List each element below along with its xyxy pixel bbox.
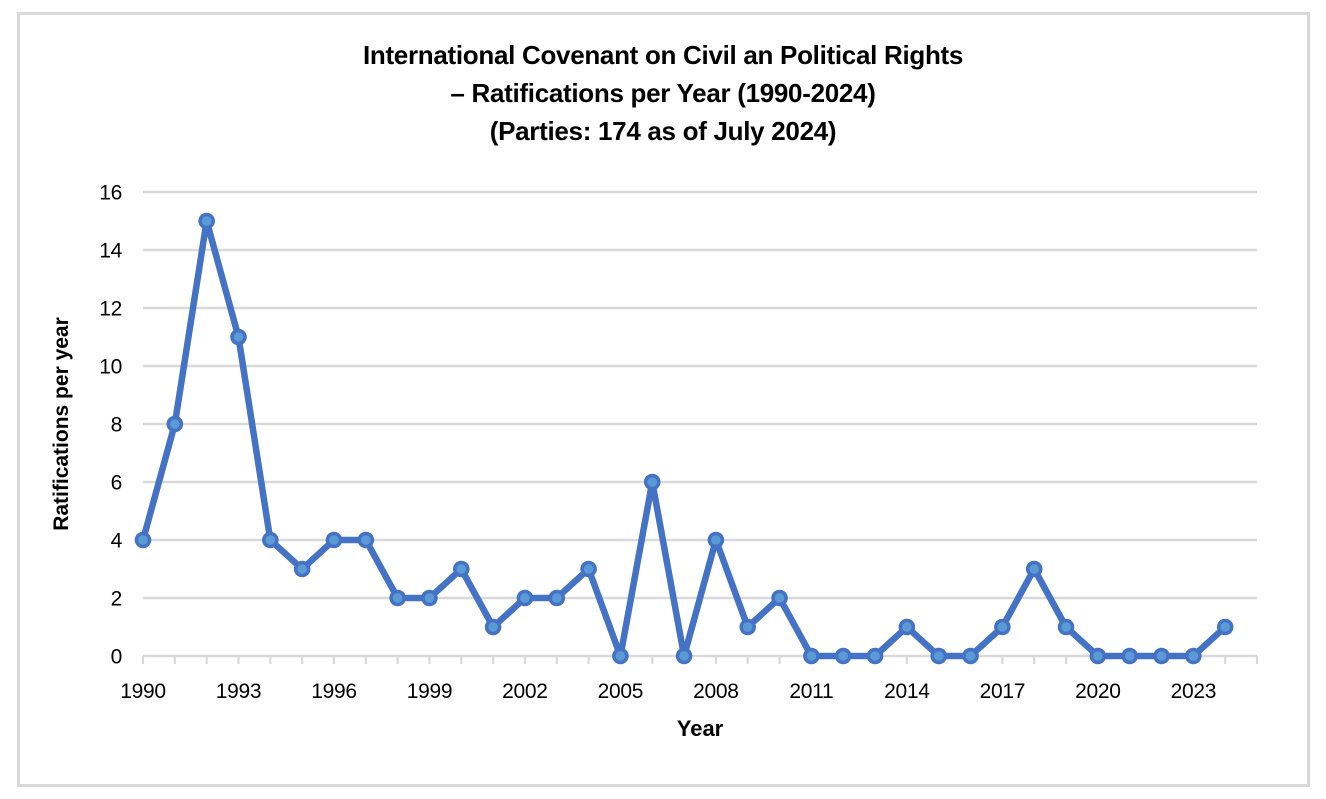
- y-tick-label: 6: [111, 472, 122, 495]
- data-point: [329, 535, 339, 545]
- data-point: [1061, 622, 1071, 632]
- data-point: [806, 651, 817, 661]
- data-point: [1124, 651, 1135, 661]
- data-point: [774, 593, 785, 603]
- data-point: [392, 593, 403, 603]
- data-point: [902, 622, 912, 632]
- data-point: [711, 535, 721, 545]
- data-point: [583, 564, 594, 574]
- data-point: [233, 332, 244, 342]
- x-tick-label: 1990: [120, 680, 166, 703]
- data-point: [647, 477, 658, 487]
- x-tick-label: 2011: [789, 680, 833, 703]
- data-point: [201, 216, 212, 226]
- chart-title-line2: – Ratifications per Year (1990-2024): [450, 78, 876, 108]
- data-point: [265, 535, 276, 545]
- data-point: [488, 622, 498, 632]
- y-tick-label: 8: [111, 414, 122, 437]
- data-point: [615, 651, 626, 661]
- x-tick-label: 2017: [980, 680, 1026, 703]
- y-tick-label: 10: [99, 356, 122, 379]
- y-tick-label: 4: [111, 530, 123, 553]
- x-tick-label: 2008: [693, 680, 739, 703]
- data-point: [679, 651, 689, 661]
- y-tick-label: 14: [99, 240, 122, 263]
- data-point: [138, 535, 148, 545]
- data-point: [965, 651, 976, 661]
- data-point: [551, 593, 562, 603]
- chart-title: International Covenant on Civil an Polit…: [0, 36, 1326, 150]
- data-point: [742, 622, 753, 632]
- data-point: [838, 651, 849, 661]
- data-point: [1093, 651, 1103, 661]
- y-axis-title: Ratifications per year: [50, 317, 73, 531]
- y-tick-label: 16: [99, 182, 122, 205]
- data-point: [297, 564, 307, 574]
- data-point: [997, 622, 1008, 632]
- x-tick-label: 2020: [1075, 680, 1121, 703]
- data-line: [139, 217, 1229, 660]
- data-point: [1220, 622, 1230, 632]
- x-tick-label: 2005: [598, 680, 644, 703]
- y-tick-label: 12: [99, 298, 122, 321]
- data-point: [1156, 651, 1167, 661]
- data-point: [170, 419, 180, 429]
- data-point: [933, 651, 944, 661]
- data-point: [361, 535, 371, 545]
- x-tick-label: 1999: [407, 680, 453, 703]
- data-point: [1188, 651, 1199, 661]
- data-point: [520, 593, 530, 603]
- y-tick-label: 2: [111, 588, 122, 611]
- chart-title-line3: (Parties: 174 as of July 2024): [489, 116, 837, 146]
- x-tick-label: 1993: [216, 680, 262, 703]
- data-point: [456, 564, 467, 574]
- chart-title-line1: International Covenant on Civil an Polit…: [362, 40, 964, 70]
- x-tick-label: 1996: [311, 680, 357, 703]
- y-tick-label: 0: [111, 646, 122, 669]
- x-axis-title: Year: [676, 716, 724, 741]
- data-point: [424, 593, 435, 603]
- data-point: [1029, 564, 1039, 574]
- x-tick-label: 2002: [502, 680, 548, 703]
- x-tick-label: 2014: [884, 680, 930, 703]
- x-tick-label: 2023: [1171, 680, 1217, 703]
- data-point: [870, 651, 880, 661]
